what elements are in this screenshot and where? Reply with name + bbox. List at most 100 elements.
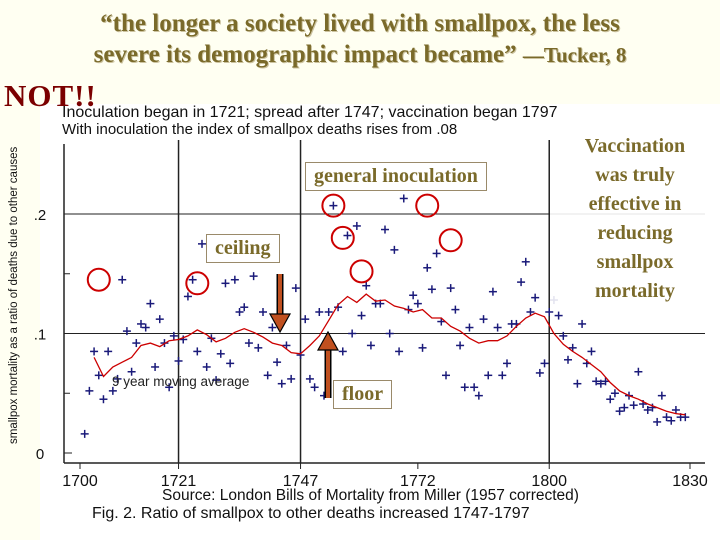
- data-point: [517, 278, 526, 287]
- data-point: [470, 383, 479, 392]
- circled-point: [321, 193, 346, 218]
- circled-point: [185, 271, 210, 296]
- data-point: [183, 292, 192, 301]
- data-point: [578, 319, 587, 328]
- data-point: [503, 359, 511, 368]
- data-point: [653, 417, 662, 426]
- data-point: [127, 367, 136, 376]
- data-point: [592, 377, 601, 386]
- data-point: [418, 343, 427, 352]
- data-point: [634, 367, 643, 376]
- data-point: [212, 376, 221, 385]
- data-point: [277, 379, 286, 388]
- data-point: [287, 374, 296, 383]
- data-point: [348, 329, 357, 338]
- floor-arrowhead: [316, 330, 340, 351]
- data-point: [460, 383, 469, 392]
- data-point: [90, 347, 99, 356]
- data-point: [235, 307, 244, 316]
- quote-title: “the longer a society lived with smallpo…: [0, 8, 720, 71]
- vaccination-note: Vaccination was truly effective in reduc…: [550, 132, 720, 306]
- data-point: [146, 299, 155, 308]
- data-point: [249, 272, 258, 281]
- data-point: [474, 391, 483, 400]
- chart-title-line-2: With inoculation the index of smallpox d…: [62, 121, 458, 138]
- data-point: [193, 347, 202, 356]
- data-point: [409, 291, 418, 300]
- data-point: [113, 374, 122, 383]
- data-point: [188, 275, 197, 284]
- data-point: [559, 331, 568, 340]
- data-point: [531, 293, 540, 302]
- x-tick-label: 1800: [531, 473, 567, 490]
- vaccination-line-2: was truly: [595, 164, 675, 186]
- moving-average-label: 9 year moving average: [112, 374, 249, 389]
- data-point: [141, 323, 150, 332]
- not-label: NOT!!: [4, 78, 97, 113]
- data-point: [526, 307, 535, 316]
- data-point: [122, 327, 131, 336]
- quote-line-2-text: severe its demographic impact became”: [93, 41, 517, 68]
- data-point: [310, 383, 319, 392]
- data-point: [437, 317, 446, 326]
- data-point: [554, 311, 563, 320]
- data-point: [352, 221, 361, 230]
- data-point: [648, 403, 657, 412]
- data-point: [221, 279, 230, 288]
- data-point: [657, 391, 666, 400]
- data-point: [155, 315, 164, 324]
- data-point: [432, 249, 441, 258]
- data-point: [390, 245, 399, 254]
- data-point: [338, 347, 347, 356]
- vaccination-line-1: Vaccination: [584, 135, 686, 157]
- y-axis-label: smallpox mortality as a ratio of deaths …: [8, 146, 20, 444]
- data-point: [493, 323, 502, 332]
- data-point: [399, 194, 408, 203]
- circled-point: [330, 225, 355, 250]
- data-point: [99, 395, 108, 404]
- vaccination-line-5: smallpox: [596, 251, 674, 273]
- data-point: [244, 339, 253, 348]
- data-point: [85, 386, 94, 395]
- data-point: [456, 341, 465, 350]
- ceiling-arrowhead: [268, 313, 292, 334]
- quote-line-2: severe its demographic impact became” —T…: [0, 39, 720, 71]
- data-point: [395, 347, 404, 356]
- data-point: [324, 307, 333, 316]
- data-point: [282, 341, 291, 350]
- data-point: [108, 386, 117, 395]
- data-point: [620, 403, 629, 412]
- data-point: [535, 368, 544, 377]
- x-tick-label: 1721: [161, 473, 197, 490]
- data-point: [451, 305, 460, 314]
- data-point: [357, 311, 366, 320]
- x-tick-label: 1830: [672, 473, 708, 490]
- data-point: [216, 349, 225, 358]
- data-point: [366, 341, 375, 350]
- data-point: [291, 284, 300, 293]
- data-point: [662, 413, 671, 422]
- data-point: [104, 347, 113, 356]
- data-point: [362, 281, 371, 290]
- data-point: [315, 307, 324, 316]
- data-point: [165, 383, 174, 392]
- data-point: [202, 362, 211, 371]
- data-point: [446, 284, 455, 293]
- data-point: [259, 307, 267, 316]
- data-point: [540, 359, 549, 368]
- data-point: [568, 343, 577, 352]
- data-point: [296, 351, 305, 360]
- x-tick-label: 1747: [283, 473, 319, 490]
- data-point: [132, 339, 141, 348]
- data-point: [381, 225, 389, 234]
- data-point: [230, 275, 239, 284]
- data-point: [427, 285, 436, 294]
- data-point: [169, 331, 178, 340]
- figure-caption: Fig. 2. Ratio of smallpox to other death…: [92, 505, 530, 522]
- circled-point: [349, 259, 374, 284]
- data-point: [667, 416, 676, 425]
- data-point: [545, 307, 554, 316]
- data-point: [80, 429, 89, 438]
- data-point: [479, 315, 488, 324]
